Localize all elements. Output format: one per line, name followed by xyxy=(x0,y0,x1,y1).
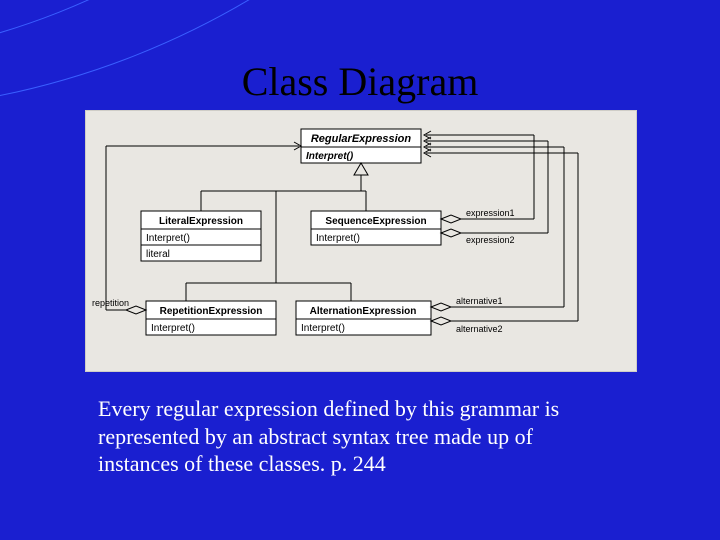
svg-text:alternative2: alternative2 xyxy=(456,324,503,334)
svg-text:repetition: repetition xyxy=(92,298,129,308)
svg-text:RegularExpression: RegularExpression xyxy=(311,133,412,145)
class-repetition-expression: RepetitionExpression Interpret() xyxy=(146,301,276,335)
svg-text:Interpret(): Interpret() xyxy=(306,151,354,162)
class-regular-expression: RegularExpression Interpret() xyxy=(301,129,421,163)
svg-text:LiteralExpression: LiteralExpression xyxy=(159,216,243,227)
svg-text:literal: literal xyxy=(146,249,170,260)
svg-text:SequenceExpression: SequenceExpression xyxy=(325,216,426,227)
svg-text:expression2: expression2 xyxy=(466,235,515,245)
slide-caption: Every regular expression defined by this… xyxy=(98,395,618,478)
svg-text:Interpret(): Interpret() xyxy=(146,233,190,244)
svg-text:RepetitionExpression: RepetitionExpression xyxy=(160,306,263,317)
class-sequence-expression: SequenceExpression Interpret() xyxy=(311,211,441,245)
class-diagram: RegularExpression Interpret() LiteralExp… xyxy=(85,110,637,372)
assoc-sequence-expr1: expression1 xyxy=(424,131,534,223)
svg-text:Interpret(): Interpret() xyxy=(301,323,345,334)
svg-text:Interpret(): Interpret() xyxy=(151,323,195,334)
assoc-alternation-alt1: alternative1 xyxy=(424,143,564,311)
svg-text:expression1: expression1 xyxy=(466,208,515,218)
class-literal-expression: LiteralExpression Interpret() literal xyxy=(141,211,261,261)
slide-title: Class Diagram xyxy=(0,58,720,105)
svg-text:Interpret(): Interpret() xyxy=(316,233,360,244)
class-alternation-expression: AlternationExpression Interpret() xyxy=(296,301,431,335)
generalization-arrow xyxy=(354,163,368,175)
svg-text:AlternationExpression: AlternationExpression xyxy=(310,306,417,317)
svg-text:alternative1: alternative1 xyxy=(456,296,503,306)
